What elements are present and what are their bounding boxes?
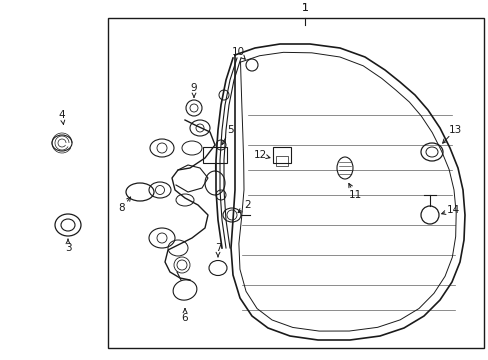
Text: 8: 8 [119,203,125,213]
Text: 12: 12 [253,150,266,160]
Text: 14: 14 [446,205,459,215]
Text: 1: 1 [301,3,308,13]
Bar [275,156,287,166]
Text: 6: 6 [182,313,188,323]
Bar [203,147,226,163]
Text: 5: 5 [226,125,233,135]
Bar [272,147,290,163]
Text: 4: 4 [59,110,65,120]
Text: 11: 11 [347,190,361,200]
Text: 9: 9 [190,83,197,93]
Text: 1: 1 [301,3,307,13]
Text: 10: 10 [231,47,244,57]
Text: 2: 2 [244,200,251,210]
Text: 7: 7 [214,243,221,253]
Text: 13: 13 [447,125,461,135]
Text: 3: 3 [64,243,71,253]
Bar [108,18,483,348]
